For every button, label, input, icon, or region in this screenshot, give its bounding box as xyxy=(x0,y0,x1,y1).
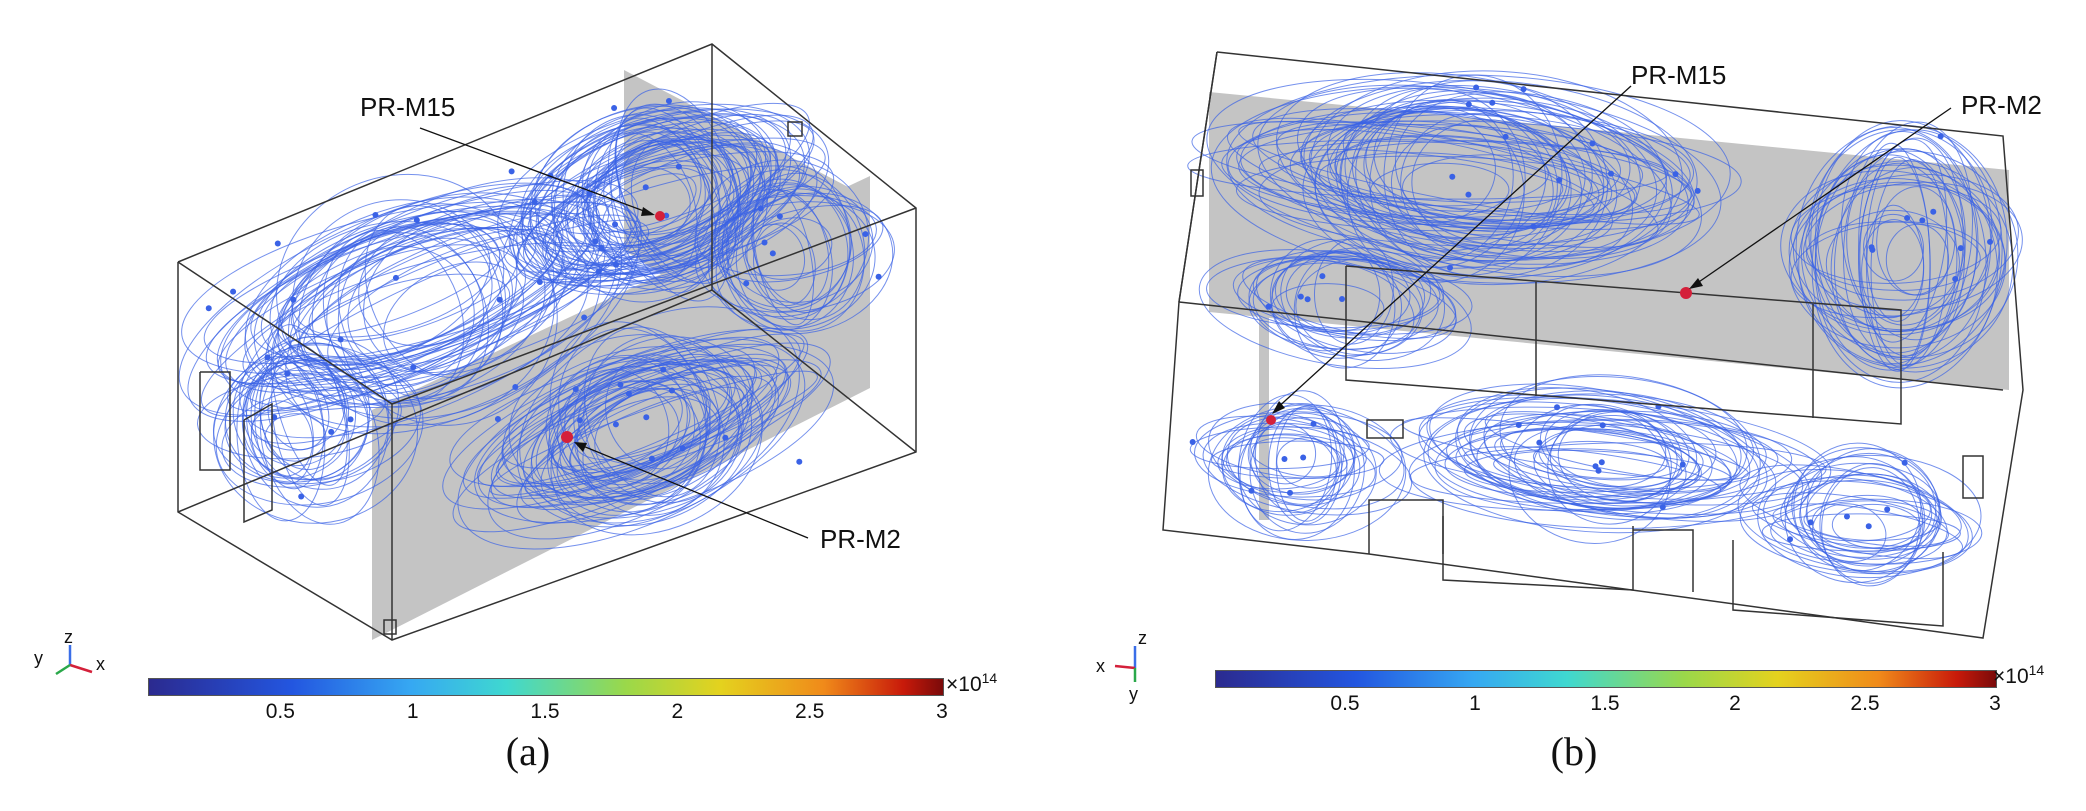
probe-marker-pr-m15-b xyxy=(1266,415,1276,425)
colorbar-tick-b: 2 xyxy=(1729,692,1741,715)
leader-arrowhead-pr-m15-a xyxy=(641,207,655,216)
colorbar-tick-a: 1 xyxy=(406,700,419,723)
colorbar-tick-a: 2.5 xyxy=(795,700,825,723)
triad-x-label-b: x xyxy=(1096,656,1105,676)
streamline-plot-a: z x y xyxy=(34,43,917,676)
cut-plane-b-back xyxy=(1209,92,2009,390)
colorbar-b xyxy=(1215,670,1997,688)
colorbar-tick-b: 0.5 xyxy=(1330,692,1360,715)
triad-z-label-a: z xyxy=(64,627,73,647)
probe-marker-pr-m2-b xyxy=(1680,287,1692,299)
colorbar-multiplier-base-a: ×10 xyxy=(946,673,982,696)
leader-arrowhead-pr-m2-a xyxy=(574,442,587,452)
probe-marker-pr-m15-a xyxy=(655,211,665,221)
leader-arrowhead-pr-m15-b xyxy=(1272,401,1285,414)
leader-line-pr-m15-b xyxy=(1274,85,1632,411)
streamlines-a xyxy=(178,88,895,550)
axis-triad-b: z x y xyxy=(1096,628,1147,704)
caption-b: (b) xyxy=(1550,729,1598,774)
colorbar-tick-b: 1 xyxy=(1469,692,1481,715)
panel-a: z x y PR-M15 PR-M2 0.5 1 1.5 2 2.5 3 ×1014 (a… xyxy=(34,43,997,774)
colorbar-tick-b: 2.5 xyxy=(1850,692,1880,715)
leader-line-pr-m15-a xyxy=(419,127,653,215)
colorbar-tick-b: 3 xyxy=(1989,692,2001,715)
domain-wireframe-a xyxy=(177,43,917,641)
panel-b: z x y PR-M15 PR-M2 0.5 1 1.5 2 2.5 3 ×1014 (b… xyxy=(1043,0,2086,811)
caption-a: (a) xyxy=(505,729,551,774)
cut-plane-b-vertical xyxy=(1259,310,1269,520)
colorbar-tick-a: 2 xyxy=(671,700,684,723)
probe-label-pr-m15-a: PR-M15 xyxy=(360,92,456,122)
streamlines-b xyxy=(1187,70,2023,587)
probe-marker-pr-m2-a xyxy=(561,431,573,443)
colorbar-tick-b: 1.5 xyxy=(1590,692,1620,715)
leader-line-pr-m2-a xyxy=(577,443,809,539)
colorbar-exponent-b: 14 xyxy=(2028,662,2045,678)
colorbar-tick-a: 3 xyxy=(936,700,948,723)
colorbar-multiplier-base-b: ×10 xyxy=(1993,665,2029,688)
domain-wireframe-b xyxy=(1162,51,2024,639)
colorbar-exponent-a: 14 xyxy=(981,670,998,686)
colorbar-tick-a: 0.5 xyxy=(265,700,295,723)
triad-y-label-b: y xyxy=(1129,684,1138,704)
triad-z-label-b: z xyxy=(1138,628,1147,648)
triad-x-label-a: x xyxy=(96,654,105,674)
probe-label-pr-m15-b: PR-M15 xyxy=(1631,60,1727,90)
colorbar-tick-a: 1.5 xyxy=(530,700,560,723)
colorbar-multiplier-b: ×1014 xyxy=(1993,662,2044,689)
colorbar-a xyxy=(148,678,944,696)
triad-y-label-a: y xyxy=(34,648,43,668)
colorbar-multiplier-a: ×1014 xyxy=(946,670,997,697)
leader-line-pr-m2-b xyxy=(1692,107,1952,287)
leader-arrowhead-pr-m2-b xyxy=(1689,278,1703,289)
probe-label-pr-m2-a: PR-M2 xyxy=(820,524,901,554)
probe-label-pr-m2-b: PR-M2 xyxy=(1961,90,2042,120)
axis-triad-a: z x y xyxy=(34,627,105,676)
streamline-plot-b: z x y xyxy=(1096,51,2024,704)
